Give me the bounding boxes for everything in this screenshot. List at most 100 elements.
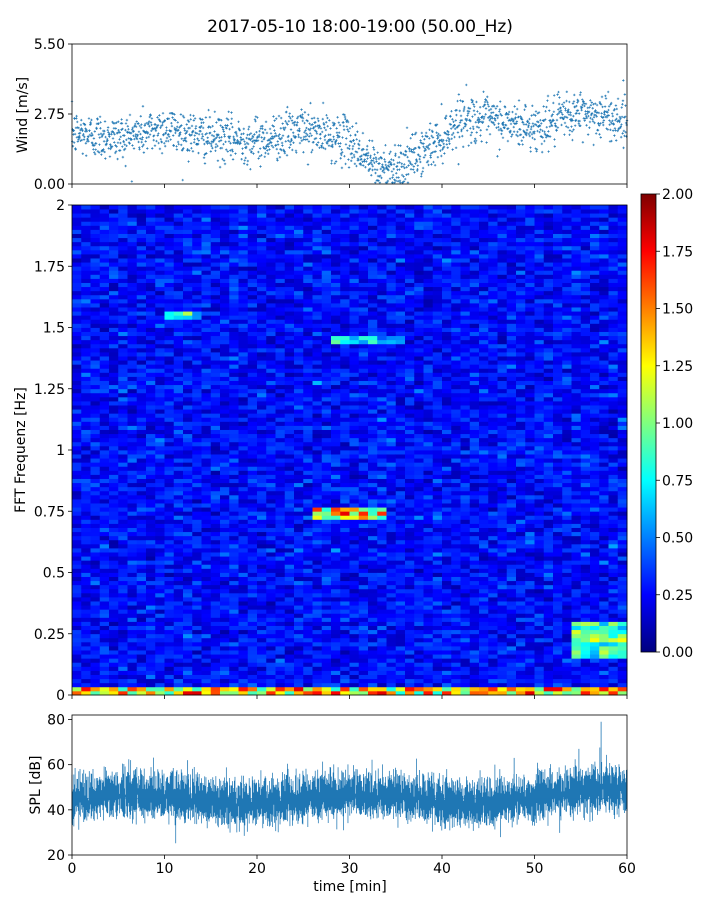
spectrogram-cell: [257, 343, 267, 349]
spectrogram-cell: [294, 646, 304, 651]
spectrogram-cell: [173, 503, 184, 508]
spectrogram-cell: [303, 425, 313, 430]
spectrogram-cell: [247, 641, 258, 647]
spectrogram-cell: [72, 258, 82, 263]
spectrogram-cell: [183, 462, 193, 467]
spectrogram-cell: [164, 548, 175, 553]
spectrogram-cell: [229, 319, 239, 324]
spectrogram-cell: [266, 450, 276, 455]
spectrogram-cell: [229, 564, 239, 569]
wind-point: [348, 126, 352, 130]
spectrogram-cell: [146, 535, 156, 541]
spectrogram-cell: [201, 543, 212, 549]
spectrogram-cell: [210, 499, 221, 504]
wind-point: [448, 138, 451, 141]
spectrogram-cell: [266, 254, 276, 259]
spectrogram-cell: [247, 307, 258, 312]
spectrogram-cell: [192, 311, 202, 316]
spectrogram-cell: [127, 298, 138, 304]
spectrogram-cell: [118, 392, 128, 398]
spectrogram-cell: [238, 641, 249, 647]
spectrogram-cell: [173, 617, 184, 622]
wind-point: [393, 178, 396, 181]
spectrogram-cell: [238, 597, 249, 602]
spectrogram-cell: [173, 335, 184, 341]
spectrogram-cell: [109, 617, 119, 622]
spectrogram-cell: [118, 539, 128, 545]
wind-point: [178, 133, 182, 136]
spectrogram-cell: [257, 503, 267, 508]
spectrogram-cell: [146, 564, 156, 569]
spectrogram-cell: [229, 282, 239, 288]
spectrogram-cell: [229, 376, 239, 381]
spectrogram-cell: [90, 352, 101, 357]
wind-point: [134, 122, 137, 126]
spectrogram-cell: [210, 539, 221, 545]
wind-point: [449, 127, 453, 130]
spectrogram-cell: [99, 613, 110, 618]
wind-point: [564, 115, 568, 119]
spectrogram-cell: [284, 588, 295, 594]
spectrogram-cell: [183, 254, 193, 259]
spectrogram-cell: [81, 466, 91, 471]
wind-point: [585, 124, 588, 127]
spectrogram-cell: [238, 315, 249, 320]
wind-point: [388, 152, 391, 156]
spectrogram-cell: [81, 343, 91, 349]
wind-point: [119, 141, 122, 145]
spectrogram-cell: [275, 441, 286, 447]
spectrogram-cell: [90, 474, 101, 479]
spectrogram-cell: [266, 478, 276, 484]
wind-point: [285, 110, 288, 114]
wind-point: [124, 164, 127, 168]
spectrogram-cell: [247, 597, 258, 602]
spectrogram-cell: [229, 543, 239, 549]
spectrogram-cell: [238, 241, 249, 247]
spectrogram-cell: [266, 605, 276, 610]
spectrogram-cell: [275, 515, 286, 520]
spectrogram-cell: [294, 209, 304, 214]
spectrogram-cell: [238, 356, 249, 361]
spectrogram-cell: [136, 205, 147, 210]
wind-point: [305, 126, 308, 130]
spectrogram-cell: [118, 270, 128, 275]
spectrogram-cell: [81, 254, 91, 259]
wind-point: [265, 131, 269, 135]
spectrogram-cell: [72, 364, 82, 369]
wind-point: [319, 137, 322, 140]
spectrogram-cell: [99, 662, 110, 667]
spectrogram-cell: [155, 294, 165, 300]
spectrogram-cell: [99, 425, 110, 430]
wind-point: [273, 134, 277, 138]
spectrogram-cell: [201, 494, 212, 500]
wind-point: [425, 145, 428, 148]
spectrogram-cell: [266, 486, 276, 492]
spectrogram-cell: [173, 499, 184, 504]
wind-point: [276, 143, 280, 146]
spectrogram-cell: [90, 384, 101, 390]
wind-point: [299, 114, 302, 117]
spectrogram-cell: [183, 205, 193, 210]
spectrogram-cell: [136, 552, 147, 557]
wind-point: [298, 141, 302, 145]
wind-point: [352, 138, 355, 142]
spectrogram-cell: [229, 519, 239, 524]
wind-point: [534, 147, 537, 150]
spectrogram-cell: [294, 486, 304, 492]
spectrogram-cell: [220, 282, 230, 288]
spectrogram-cell: [72, 409, 82, 414]
wind-point: [271, 135, 274, 138]
wind-point: [169, 138, 172, 141]
spectrogram-cell: [90, 499, 101, 504]
spectrogram-cell: [155, 507, 165, 512]
spectrogram-cell: [146, 646, 156, 651]
wind-point: [369, 161, 373, 164]
wind-point: [449, 123, 453, 126]
spectrogram-cell: [266, 413, 276, 418]
spectrogram-cell: [257, 368, 267, 373]
spectrogram-cell: [136, 249, 147, 255]
wind-point: [330, 162, 333, 165]
spectrogram-cell: [146, 650, 156, 655]
spectrogram-cell: [90, 303, 101, 308]
spectrogram-cell: [127, 543, 138, 549]
